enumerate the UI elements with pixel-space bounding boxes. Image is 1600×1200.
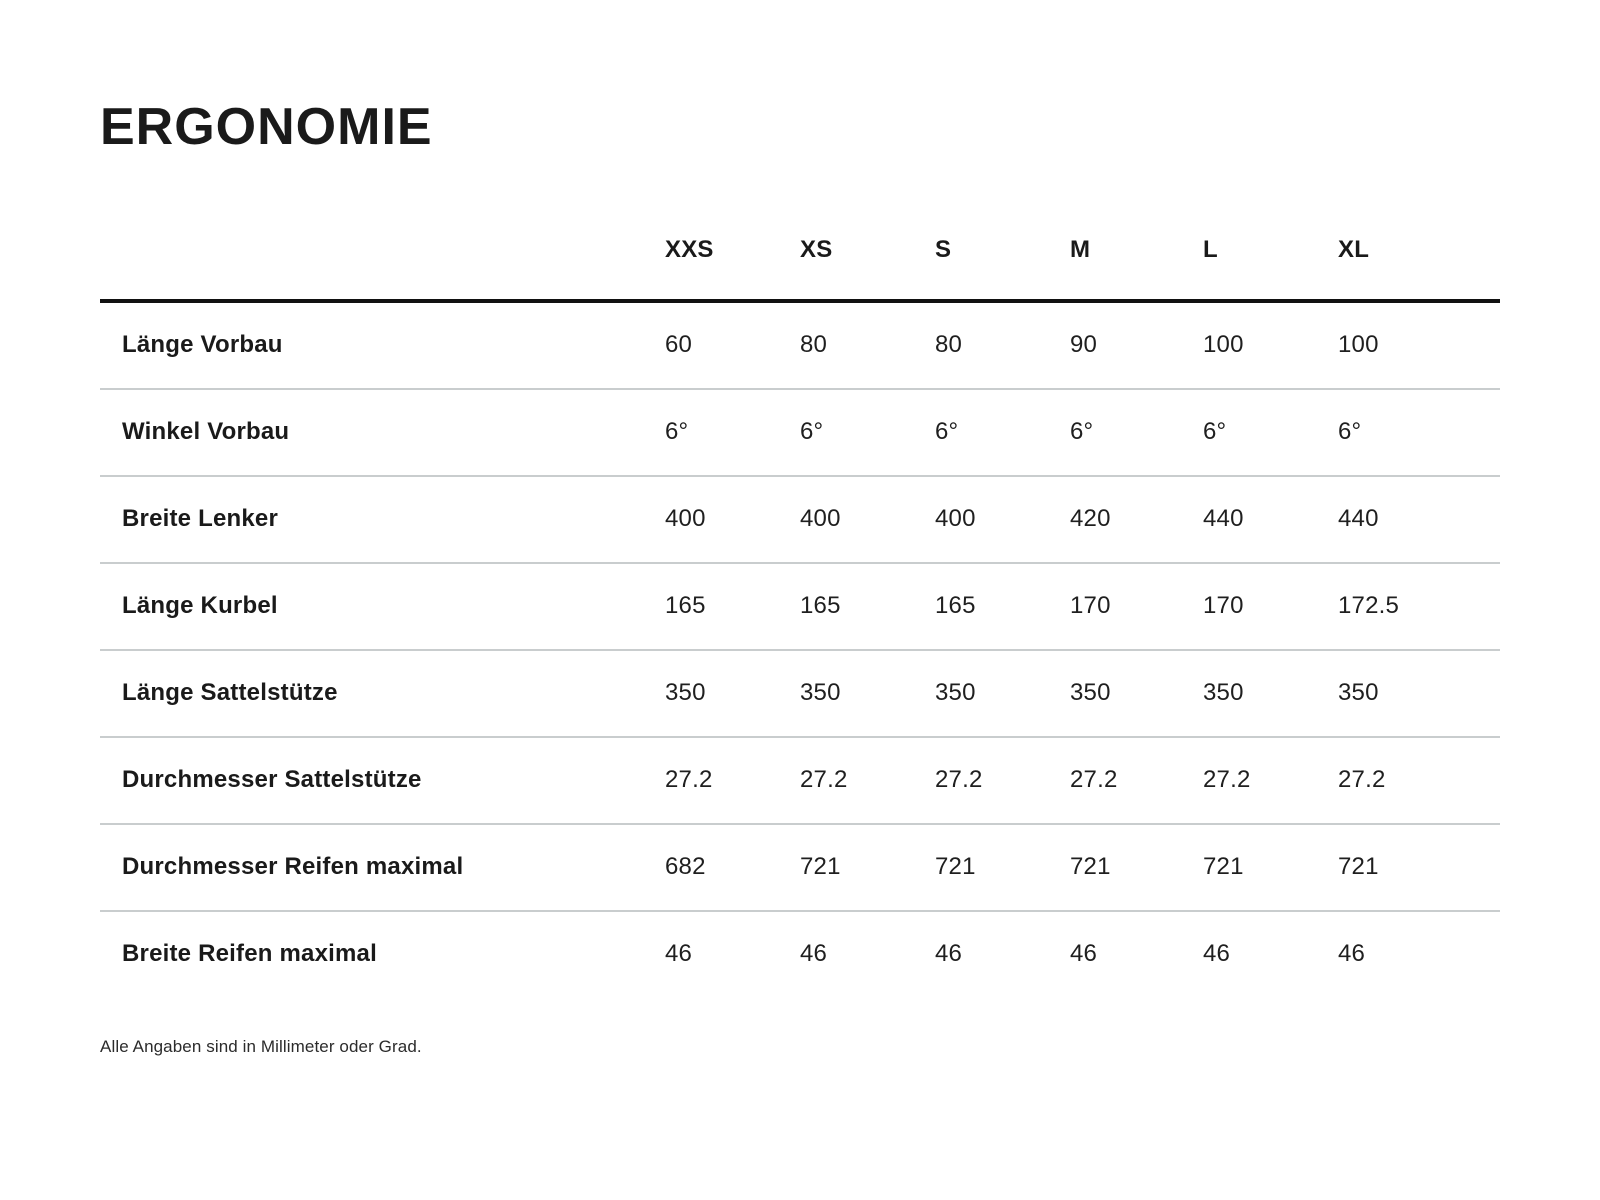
page-title: ERGONOMIE [100,98,433,156]
cell-value: 27.2 [1338,766,1386,794]
cell-value: 721 [1338,853,1379,881]
cell-value: 400 [665,505,706,533]
cell-value: 721 [1070,853,1111,881]
table-row: Durchmesser Reifen maximal 682 721 721 721 7… [100,825,1500,912]
cell-value: 46 [665,940,693,968]
table-row: Durchmesser Sattelstütze 27.2 27.2 27.2 27.… [100,738,1500,825]
table-header-row: XXS XS S M L XL [100,202,1500,303]
row-label: Durchmesser Reifen maximal [122,853,464,881]
row-label: Breite Reifen maximal [122,940,377,968]
cell-value: 27.2 [1070,766,1118,794]
cell-value: 90 [1070,331,1098,359]
cell-value: 172.5 [1338,592,1400,620]
cell-value: 46 [935,940,963,968]
cell-value: 350 [1070,679,1111,707]
table-row: Länge Sattelstütze 350 350 350 350 350 350 [100,651,1500,738]
cell-value: 350 [935,679,976,707]
cell-value: 165 [935,592,976,620]
cell-value: 100 [1203,331,1244,359]
cell-value: 6° [1203,418,1227,446]
row-label: Winkel Vorbau [122,418,290,446]
cell-value: 100 [1338,331,1379,359]
cell-value: 170 [1070,592,1111,620]
content-area: ERGONOMIE XXS XS S M L XL Länge Vorbau 60 80 80… [100,0,1500,1074]
cell-value: 80 [935,331,963,359]
cell-value: 46 [1203,940,1231,968]
cell-value: 165 [665,592,706,620]
cell-value: 350 [800,679,841,707]
cell-value: 80 [800,331,828,359]
cell-value: 400 [800,505,841,533]
cell-value: 6° [800,418,824,446]
column-header: L [1203,236,1218,264]
cell-value: 682 [665,853,706,881]
column-header: XL [1338,236,1370,264]
table-row: Breite Reifen maximal 46 46 46 46 46 46 [100,912,1500,997]
cell-value: 27.2 [935,766,983,794]
column-header: XS [800,236,833,264]
cell-value: 165 [800,592,841,620]
cell-value: 6° [935,418,959,446]
cell-value: 6° [665,418,689,446]
cell-value: 46 [1338,940,1366,968]
cell-value: 350 [1203,679,1244,707]
table-row: Winkel Vorbau 6° 6° 6° 6° 6° 6° [100,390,1500,477]
column-header: XXS [665,236,714,264]
cell-value: 46 [1070,940,1098,968]
units-footnote: Alle Angaben sind in Millimeter oder Gra… [100,1036,422,1056]
cell-value: 420 [1070,505,1111,533]
cell-value: 6° [1338,418,1362,446]
row-label: Durchmesser Sattelstütze [122,766,422,794]
cell-value: 27.2 [800,766,848,794]
table-row: Länge Vorbau 60 80 80 90 100 100 [100,303,1500,390]
column-header: S [935,236,952,264]
table-row: Breite Lenker 400 400 400 420 440 440 [100,477,1500,564]
cell-value: 6° [1070,418,1094,446]
cell-value: 400 [935,505,976,533]
row-label: Länge Vorbau [122,331,283,359]
ergonomics-table: XXS XS S M L XL Länge Vorbau 60 80 80 90 100 100 W… [100,202,1500,997]
cell-value: 350 [1338,679,1379,707]
cell-value: 721 [1203,853,1244,881]
cell-value: 721 [935,853,976,881]
cell-value: 440 [1203,505,1244,533]
table-row: Länge Kurbel 165 165 165 170 170 172.5 [100,564,1500,651]
cell-value: 721 [800,853,841,881]
cell-value: 27.2 [1203,766,1251,794]
cell-value: 60 [665,331,693,359]
cell-value: 350 [665,679,706,707]
cell-value: 440 [1338,505,1379,533]
cell-value: 170 [1203,592,1244,620]
row-label: Länge Sattelstütze [122,679,338,707]
row-label: Länge Kurbel [122,592,278,620]
cell-value: 27.2 [665,766,713,794]
row-label: Breite Lenker [122,505,278,533]
cell-value: 46 [800,940,828,968]
column-header: M [1070,236,1091,264]
